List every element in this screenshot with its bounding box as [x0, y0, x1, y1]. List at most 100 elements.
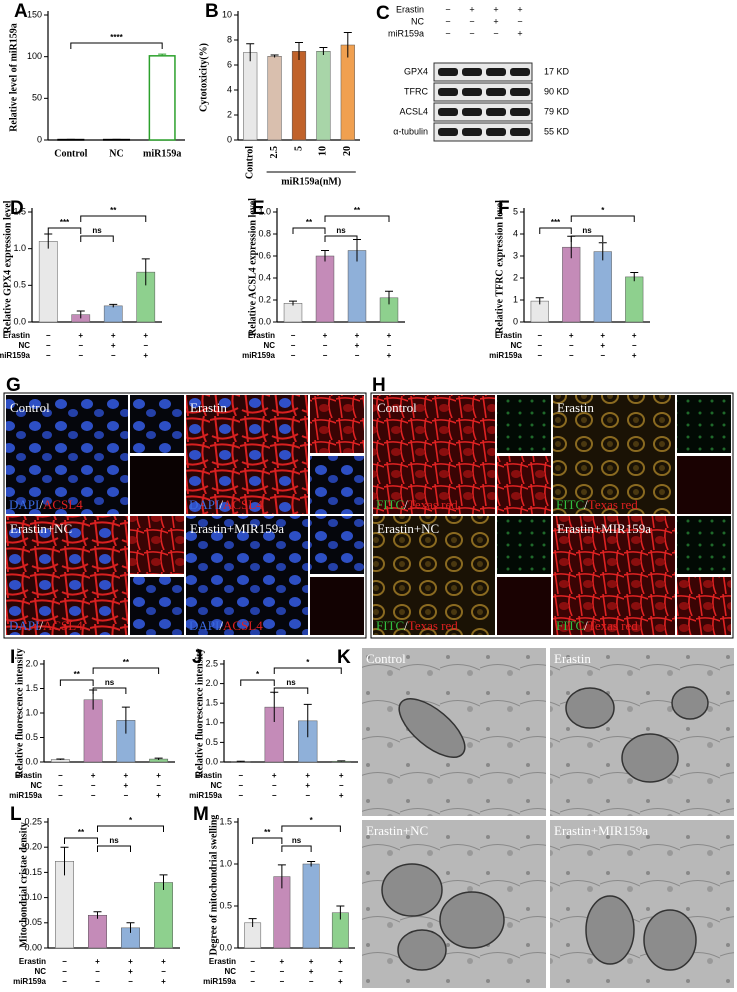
blot-band [510, 68, 530, 76]
protein-size: 55 KD [544, 126, 570, 136]
blot-band [462, 88, 482, 96]
condition-sign: + [600, 331, 605, 340]
y-tick-label: 1 [513, 294, 518, 304]
condition-name: NC [510, 341, 522, 350]
condition-sign: + [91, 771, 96, 780]
protein-name: ACSL4 [399, 106, 428, 116]
y-tick-label: 0 [227, 134, 232, 144]
significance-label: ns [92, 226, 102, 235]
micrograph-small [497, 577, 551, 635]
treatment-sign: + [469, 4, 474, 14]
condition-sign: − [250, 967, 255, 976]
stain-label: DAPI/ACSL4 [9, 618, 83, 633]
condition-name: NC [30, 781, 42, 790]
y-tick-label: 8 [227, 34, 232, 44]
y-tick-label: 10 [222, 9, 232, 19]
condition-sign: − [46, 331, 51, 340]
stain-part: / [219, 618, 223, 633]
error-bar [159, 874, 168, 891]
condition-sign: + [355, 331, 360, 340]
error-bar [385, 290, 393, 305]
significance-label: ** [110, 206, 117, 215]
micrograph-small [497, 516, 551, 574]
mitochondrion [565, 687, 615, 729]
condition-sign: + [309, 967, 314, 976]
condition-sign: − [78, 341, 83, 350]
y-tick-label: 0.4 [258, 272, 271, 282]
bar [148, 55, 176, 141]
significance-label: * [306, 658, 310, 667]
significance-label: *** [60, 218, 70, 227]
y-axis-label: Cytotoxicity(%) [198, 43, 209, 112]
blot-band [462, 68, 482, 76]
y-tick-label: 0 [37, 134, 42, 144]
condition-name: Erastin [495, 331, 522, 340]
stain-part: / [404, 618, 408, 633]
significance-label: ** [264, 828, 271, 837]
condition-name: miR159a [242, 351, 275, 360]
y-tick-label: 1.0 [25, 707, 38, 717]
blot-frame [433, 102, 533, 122]
error-bar [60, 846, 69, 876]
condition-sign: + [387, 351, 392, 360]
tem-image [550, 648, 734, 816]
significance-label: ns [582, 226, 592, 235]
micrograph-small [497, 395, 551, 453]
mitochondrion [585, 895, 635, 965]
condition-name: Erastin [15, 771, 42, 780]
bar [302, 863, 320, 949]
stain-part: ACSL4 [43, 497, 83, 512]
significance-bracket [92, 687, 127, 694]
condition-sign: − [62, 957, 67, 966]
condition-sign: + [632, 331, 637, 340]
stain-part: FITC [556, 497, 584, 512]
micrograph [553, 395, 675, 514]
bar [88, 914, 107, 949]
y-axis-label: Relative TFRC expression level [494, 200, 505, 334]
significance-label: ** [78, 828, 85, 837]
stain-label: DAPI/ACSL4 [9, 497, 83, 512]
condition-sign: − [95, 977, 100, 986]
stain-part: / [39, 497, 43, 512]
significance-bracket [324, 235, 358, 242]
condition-sign: + [143, 331, 148, 340]
significance-bracket [92, 667, 160, 674]
treatment-sign: − [445, 4, 450, 14]
y-tick-label: 2.0 [25, 658, 38, 668]
bar [283, 303, 303, 323]
error-bar [337, 760, 346, 762]
stain-part: ACSL4 [223, 618, 263, 633]
condition-sign: − [58, 781, 63, 790]
panel-letter: H [372, 375, 386, 396]
micrograph-small [677, 456, 731, 514]
condition-sign: + [128, 967, 133, 976]
error-bar [321, 250, 329, 262]
significance-label: **** [110, 33, 123, 42]
significance-bracket [281, 825, 341, 832]
bar [291, 51, 307, 141]
significance-bracket [97, 845, 131, 852]
error-bar [246, 43, 255, 62]
y-tick-label: 3 [513, 250, 518, 260]
condition-label: Erastin+NC [366, 823, 428, 838]
treatment-sign: − [445, 28, 450, 38]
stain-part: DAPI [9, 618, 39, 633]
panel-letter: I [10, 647, 15, 668]
y-tick-label: 1.0 [13, 243, 26, 253]
stain-label: FITC/Texas red [556, 618, 638, 633]
significance-bracket [240, 679, 275, 686]
blot-frame [433, 82, 533, 102]
blot-band [486, 108, 506, 116]
condition-sign: + [111, 331, 116, 340]
y-tick-label: 0.20 [24, 842, 42, 852]
significance-bracket [70, 42, 163, 49]
condition-sign: + [355, 341, 360, 350]
significance-label: ns [292, 836, 302, 845]
error-bar [236, 760, 245, 762]
bar [38, 241, 58, 323]
significance-label: * [129, 816, 133, 825]
micrograph-small [130, 395, 184, 453]
y-tick-label: 0.10 [24, 892, 42, 902]
panel-letter: A [14, 1, 28, 22]
